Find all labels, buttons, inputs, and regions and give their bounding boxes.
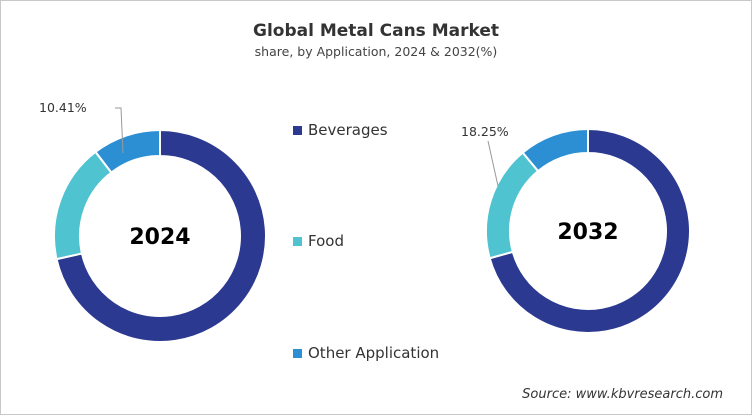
legend-label: Beverages [308,121,388,139]
data-label: 18.25% [461,124,509,139]
legend-swatch [293,348,302,358]
donut-center-label: 2024 [129,225,190,250]
donut-segment-beverages [488,127,691,334]
source-text: Source: www.kbvresearch.com [522,387,723,402]
legend-swatch [293,125,302,135]
donut-segment-other-application [521,127,589,173]
data-label-leader-line [487,140,499,187]
donut-segment-other-application [94,128,161,174]
data-label: 10.41% [39,100,87,115]
donut-segment-beverages [55,128,267,343]
chart-subtitle: share, by Application, 2024 & 2032(%) [254,44,498,59]
chart-title: Global Metal Cans Market [252,21,499,41]
data-label-leader-line [115,107,124,154]
donut-segment-food [53,150,113,261]
legend-item-beverages: Beverages [293,121,388,139]
legend-label: Food [308,232,344,250]
legend-item-food: Food [293,232,344,250]
legend-label: Other Application [308,344,440,362]
donut-center-label: 2032 [557,220,618,245]
legend-swatch [293,236,302,246]
legend-item-other: Other Application [293,344,439,362]
